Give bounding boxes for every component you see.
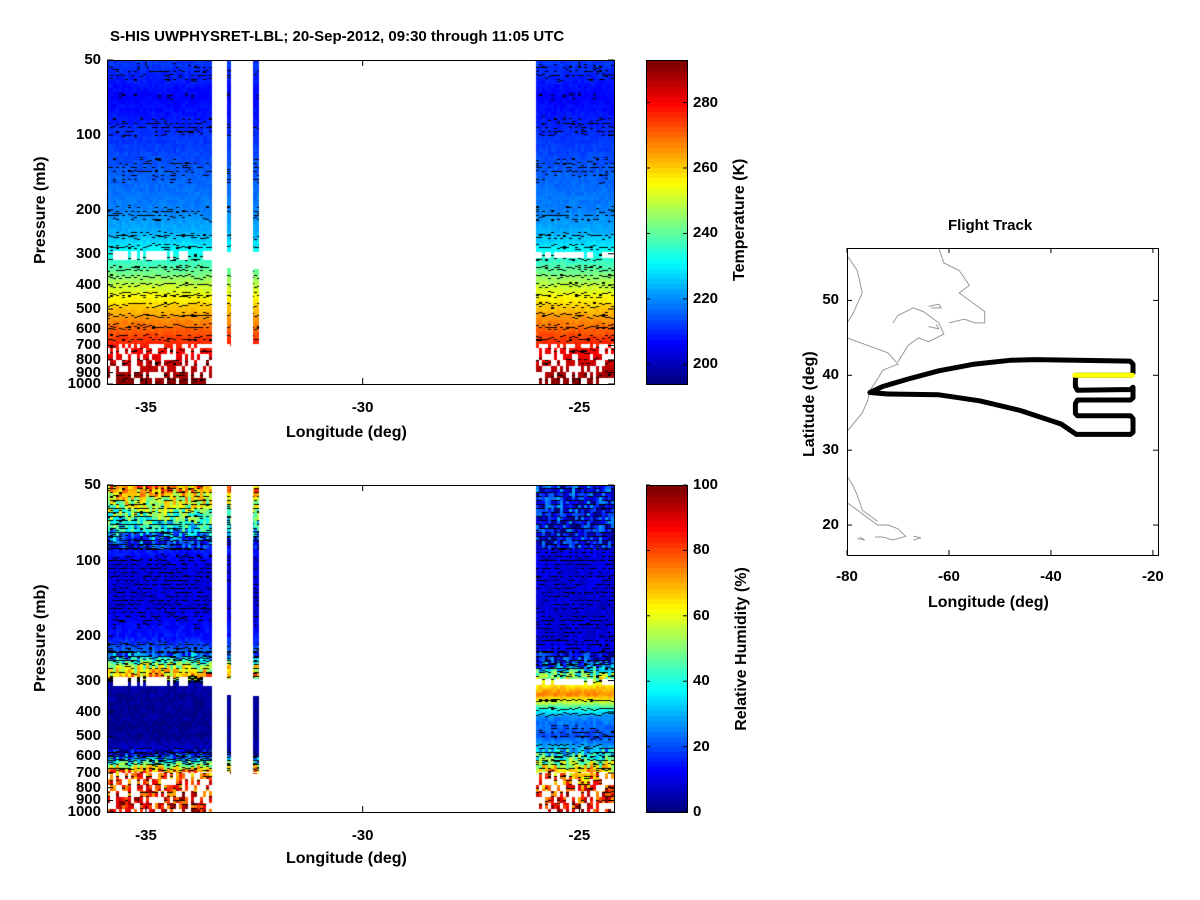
- temperature-heatmap: [107, 60, 614, 384]
- y-tick-label: 900: [75, 363, 101, 381]
- y-tick-label: 50: [84, 476, 101, 493]
- y-tick-label: 600: [75, 747, 101, 765]
- x-tick-label: -35: [135, 399, 157, 416]
- coastline: [928, 303, 943, 309]
- x-tick-label: -25: [568, 827, 591, 844]
- colorbar-tick-label: 260: [693, 159, 719, 176]
- y-tick-label: 400: [75, 275, 101, 293]
- colorbar-tick-label: 240: [693, 224, 719, 242]
- flight-track-ylabel: Latitude (deg): [801, 351, 818, 457]
- coastline: [846, 255, 863, 324]
- x-tick-label: -30: [351, 399, 374, 416]
- colorbar-frame: [646, 485, 688, 813]
- coastline: [928, 324, 940, 330]
- humidity-heatmap: [107, 485, 614, 812]
- axes-frame: [107, 60, 615, 385]
- flight-track-title: Flight Track: [948, 217, 1033, 234]
- y-tick-label: 200: [75, 627, 101, 645]
- temperature-xlabel: Longitude (deg): [286, 424, 407, 441]
- y-tick-label: 1000: [67, 375, 101, 392]
- x-tick-label: -35: [135, 827, 157, 844]
- y-tick-label: 500: [75, 300, 101, 318]
- x-tick-label: -40: [1040, 568, 1062, 585]
- y-tick-label: 50: [84, 51, 101, 68]
- y-tick-label: 800: [75, 778, 101, 796]
- humidity-xlabel: Longitude (deg): [286, 850, 407, 867]
- coastline: [846, 476, 878, 522]
- figure-title: S-HIS UWPHYSRET-LBL; 20-Sep-2012, 09:30 …: [110, 28, 565, 45]
- coastline: [913, 535, 922, 541]
- colorbar-tick-label: 200: [693, 355, 719, 373]
- colorbar-tick-label: 40: [693, 672, 710, 690]
- y-tick-label: 40: [822, 366, 839, 384]
- y-tick-label: 100: [75, 125, 101, 143]
- colorbar-tick-label: 280: [693, 93, 719, 111]
- flight-track-line: [867, 357, 1136, 437]
- y-tick-label: 700: [75, 336, 101, 354]
- coastline: [857, 536, 866, 541]
- coastline: [846, 502, 907, 541]
- y-tick-label: 20: [822, 516, 839, 534]
- y-tick-label: 500: [75, 727, 101, 745]
- y-tick-label: 200: [75, 200, 101, 218]
- x-tick-label: -80: [836, 568, 858, 585]
- colorbar-tick-label: 100: [693, 476, 719, 493]
- x-tick-label: -25: [568, 399, 591, 416]
- x-tick-label: -60: [938, 568, 960, 585]
- colorbar-frame: [646, 60, 688, 385]
- colorbar-tick-label: 80: [693, 541, 710, 559]
- x-tick-label: -20: [1142, 568, 1164, 585]
- humidity-colorbar: [646, 485, 687, 812]
- colorbar-tick-label: 220: [693, 289, 719, 307]
- colorbar-tick-label: 0: [693, 803, 702, 820]
- axes-frame: [847, 248, 1159, 556]
- coastline: [846, 337, 899, 432]
- y-tick-label: 300: [75, 244, 101, 262]
- y-tick-label: 1000: [67, 803, 101, 820]
- temperature-colorbar: [646, 60, 687, 384]
- y-tick-label: 300: [75, 671, 101, 689]
- flight-track-xlabel: Longitude (deg): [928, 594, 1049, 611]
- x-tick-label: -30: [351, 827, 374, 844]
- colorbar-tick-label: 60: [693, 606, 710, 624]
- axes-frame: [107, 485, 615, 813]
- y-tick-label: 30: [822, 441, 839, 459]
- y-tick-label: 400: [75, 702, 101, 720]
- y-tick-label: 100: [75, 551, 101, 569]
- coastline: [892, 307, 945, 363]
- y-tick-label: 700: [75, 764, 101, 782]
- coastline: [938, 247, 986, 324]
- y-tick-label: 50: [822, 291, 839, 309]
- y-tick-label: 600: [75, 319, 101, 337]
- colorbar-tick-label: 20: [693, 737, 710, 755]
- y-tick-label: 900: [75, 791, 101, 809]
- y-tick-label: 800: [75, 350, 101, 368]
